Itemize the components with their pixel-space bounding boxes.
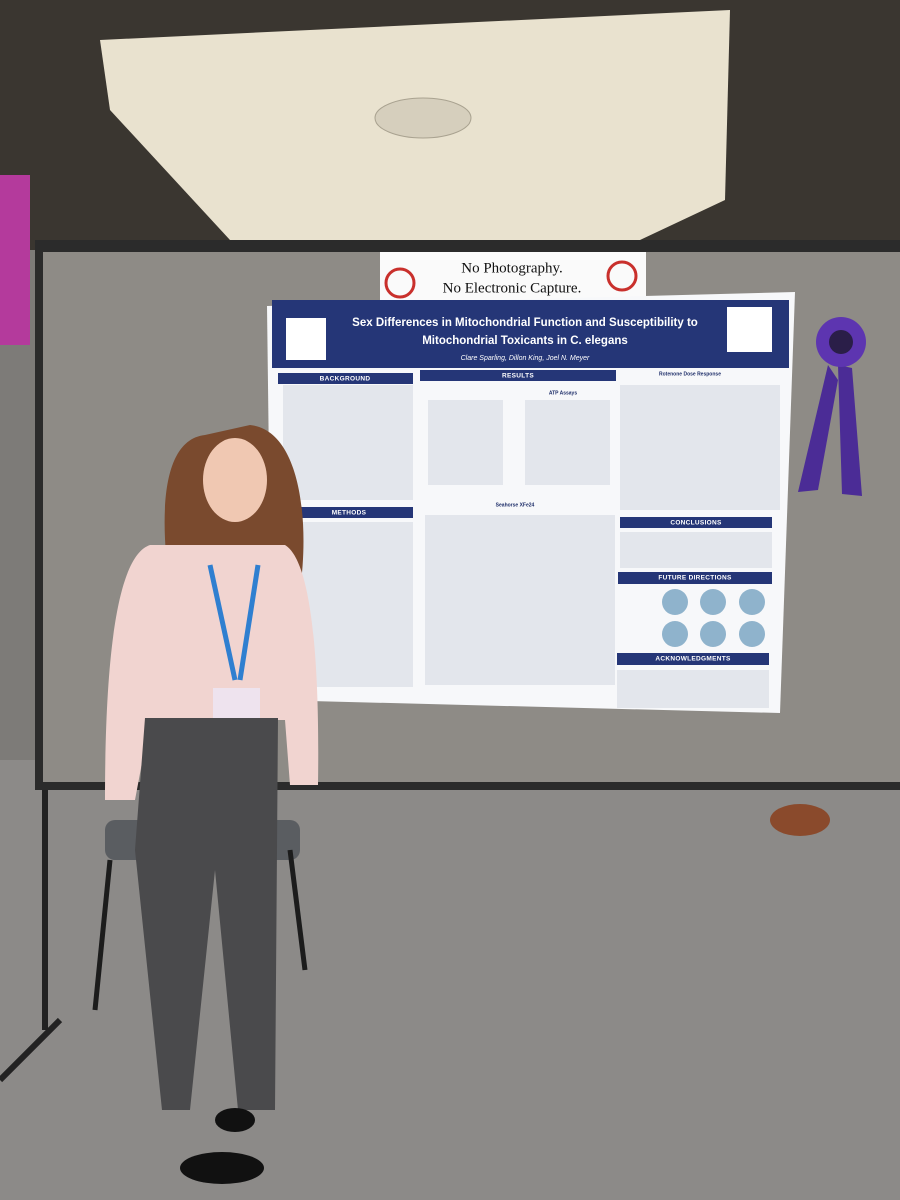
subheading: ATP Assays — [549, 390, 577, 396]
lanyard — [207, 564, 238, 681]
figure-panel — [425, 515, 615, 685]
side-banner — [0, 175, 30, 345]
trousers — [135, 718, 278, 1110]
section-heading: ACKNOWLEDGMENTS — [655, 656, 731, 663]
poster-title: Sex Differences in Mitochondrial Functio… — [352, 317, 698, 329]
shirt — [105, 545, 319, 800]
poster-title: Mitochondrial Toxicants in C. elegans — [422, 335, 628, 347]
chair-leg — [287, 849, 308, 971]
bubble — [739, 589, 765, 615]
bubble — [662, 589, 688, 615]
logos-panel — [617, 670, 769, 708]
ceiling-vent — [374, 97, 472, 139]
logo-left — [286, 318, 326, 360]
bubble — [662, 621, 688, 647]
section-heading: METHODS — [332, 510, 367, 517]
ribbon-center — [829, 330, 853, 354]
board-foot — [0, 1017, 63, 1083]
section-bar — [617, 653, 769, 665]
shoe — [215, 1108, 255, 1132]
poster-figures — [283, 385, 780, 708]
lanyard — [237, 564, 261, 681]
subheading: Seahorse XFe24 — [496, 502, 535, 508]
bubble — [700, 621, 726, 647]
face — [203, 438, 267, 522]
figure-panel — [428, 400, 503, 485]
no-camera-icon — [384, 267, 416, 299]
section-bar — [285, 507, 413, 518]
section-heading: FUTURE DIRECTIONS — [658, 575, 732, 582]
no-phone-icon — [606, 260, 638, 292]
section-heading: BACKGROUND — [320, 376, 371, 383]
logo-right — [727, 307, 772, 352]
section-heading: CONCLUSIONS — [670, 520, 722, 527]
poster-header — [272, 300, 789, 368]
subheading: Rotenone Dose Response — [659, 371, 721, 377]
section-bar — [420, 370, 616, 381]
section-bar — [618, 572, 772, 584]
section-bar — [278, 373, 413, 384]
section-bar — [620, 517, 772, 528]
bag — [770, 804, 830, 836]
figure-panel — [525, 400, 610, 485]
text-panel — [283, 385, 413, 500]
poster-authors: Clare Sparling, Dillon King, Joel N. Mey… — [461, 355, 590, 362]
sign-line: No Electronic Capture. — [443, 280, 582, 296]
shoe — [180, 1152, 264, 1184]
bubble — [739, 621, 765, 647]
sign-line: No Photography. — [461, 260, 563, 276]
text-panel — [620, 532, 772, 568]
ribbon-tail — [798, 365, 838, 492]
bubble — [700, 589, 726, 615]
ribbon-tail — [838, 365, 862, 496]
section-heading: RESULTS — [502, 373, 534, 380]
figure-panel — [620, 385, 780, 510]
no-photo-sign — [380, 252, 646, 302]
chair-leg — [92, 859, 113, 1011]
future-bubbles — [662, 589, 765, 647]
